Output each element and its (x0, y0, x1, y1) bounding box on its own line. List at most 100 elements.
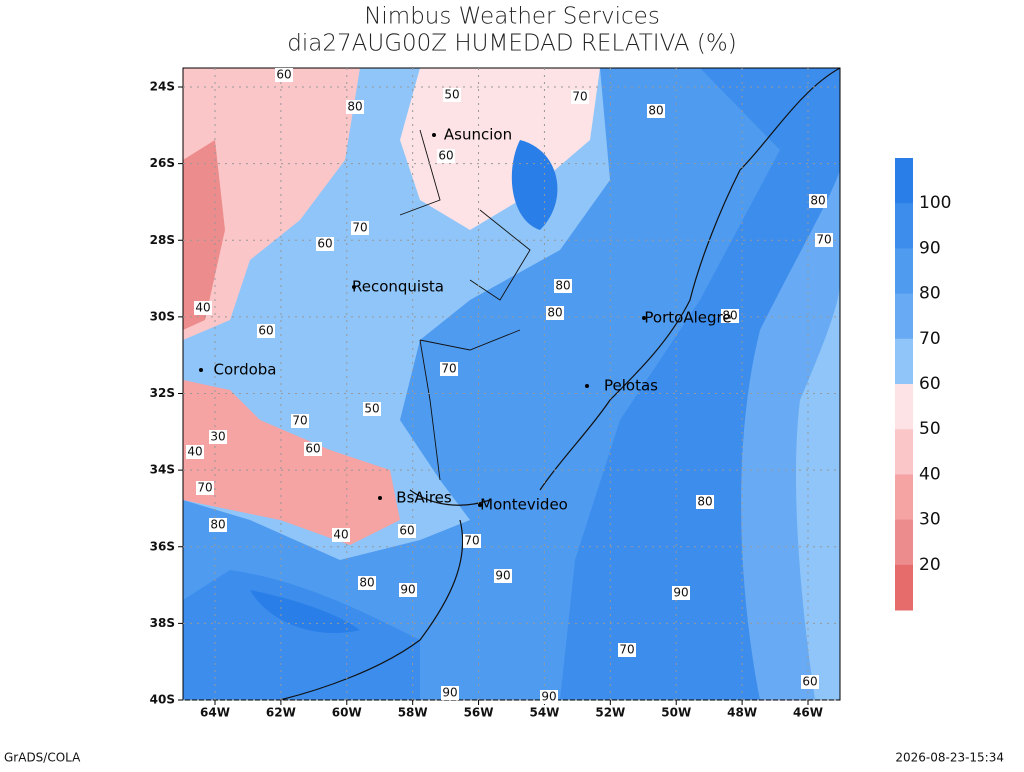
y-tick-label: 28S (150, 233, 175, 247)
contour-label: 80 (210, 518, 225, 532)
city-label: Montevideo (480, 496, 568, 514)
footer-left: GrADS/COLA (4, 751, 81, 765)
colorbar-swatch (895, 564, 913, 611)
contour-label: 80 (722, 309, 737, 323)
contour-label-box (346, 100, 364, 114)
contour-label-box (363, 402, 381, 416)
contour-label-box (351, 221, 369, 235)
contour-label: 70 (292, 414, 307, 428)
x-tick-label: 50W (661, 706, 691, 720)
footer-right: 2026-08-23-15:34 (895, 751, 1004, 765)
city-label: Pelotas (604, 377, 658, 395)
contour-label: 70 (464, 534, 479, 548)
contour-label-box (437, 149, 455, 163)
field (183, 68, 840, 700)
contour-label: 90 (400, 583, 415, 597)
colorbar-swatch (895, 429, 913, 475)
contour-label: 80 (555, 279, 570, 293)
city-label: Cordoba (214, 361, 277, 379)
contour-label-box (441, 686, 459, 700)
contour-label-box (358, 576, 376, 590)
contour-label-box (721, 309, 739, 323)
colorbar-label: 20 (919, 555, 941, 575)
contour-label-box (618, 643, 636, 657)
contour-label: 60 (438, 149, 453, 163)
city-marker (478, 503, 482, 507)
contour-label: 70 (197, 481, 212, 495)
colorbar-swatch (895, 338, 913, 385)
contour-label: 40 (187, 445, 202, 459)
contour-label-box (316, 237, 334, 251)
contour-label: 90 (442, 686, 457, 700)
contour-label: 70 (572, 90, 587, 104)
subtitle: dia27AUG00Z HUMEDAD RELATIVA (%) (287, 31, 736, 57)
y-tick-label: 36S (150, 539, 175, 553)
contour-label: 70 (441, 362, 456, 376)
contour-label-box (554, 279, 572, 293)
borders (399, 129, 531, 481)
contour-label-box (332, 528, 350, 542)
colorbar-label: 100 (919, 193, 951, 213)
field-south (183, 570, 420, 700)
city-marker (432, 133, 436, 137)
x-tick-label: 64W (200, 706, 230, 720)
contour-label: 60 (305, 442, 320, 456)
field-ocean-lighter (795, 280, 840, 700)
field-core (511, 140, 558, 230)
x-tick-label: 60W (332, 706, 362, 720)
contour-label-box (463, 534, 481, 548)
x-tick-label: 52W (595, 706, 625, 720)
contour-label-box (275, 68, 293, 82)
contour-label: 50 (364, 402, 379, 416)
contour-label-box (186, 445, 204, 459)
city-marker (378, 496, 382, 500)
y-tick-label: 38S (150, 616, 175, 630)
city-marker (199, 368, 203, 372)
contour-label-box (809, 194, 827, 208)
colorbar-label: 30 (919, 510, 941, 530)
colorbar-swatch (895, 474, 913, 521)
field-pink (183, 68, 360, 340)
contour-label: 80 (359, 576, 374, 590)
contour-label: 60 (399, 524, 414, 538)
city-label: BsAires (396, 489, 452, 507)
colorbar-swatch (895, 384, 913, 430)
y-tick-label: 32S (150, 386, 175, 400)
contour-label: 80 (810, 194, 825, 208)
colorbar-label: 40 (919, 464, 941, 484)
contour-label-box (443, 88, 461, 102)
city-marker (642, 316, 646, 320)
field-south-core (250, 590, 360, 634)
colorbar-swatch (895, 293, 913, 340)
contour-label-box (398, 524, 416, 538)
y-tick-label: 40S (150, 693, 175, 707)
contour-label-box (440, 362, 458, 376)
contour-label-box (304, 442, 322, 456)
contour-label-box (696, 495, 714, 509)
city-label: Asuncion (444, 126, 512, 144)
city-label: Reconquista (352, 278, 444, 296)
x-tick-label: 56W (464, 706, 494, 720)
contour-label-box (546, 306, 564, 320)
contour-label-box (540, 690, 558, 704)
contour-label: 70 (619, 643, 634, 657)
colorbar-swatch (895, 519, 913, 566)
colorbar-swatch (895, 158, 913, 204)
contour-label-box (815, 233, 833, 247)
field-red (183, 380, 400, 545)
y-tick-label: 34S (150, 463, 175, 477)
city-marker (352, 285, 356, 289)
contour-label: 90 (541, 690, 556, 704)
y-tick-label: 30S (150, 309, 175, 323)
colorbar-label: 70 (919, 329, 941, 349)
colorbar-swatch (895, 203, 913, 249)
contour-label: 80 (547, 306, 562, 320)
colorbar-label: 90 (919, 238, 941, 258)
contour-label: 90 (673, 586, 688, 600)
contour-label-box (209, 430, 227, 444)
contour-label: 70 (816, 233, 831, 247)
contour-label-box (257, 324, 275, 338)
contour-label-box (801, 675, 819, 689)
x-tick-label: 46W (793, 706, 823, 720)
